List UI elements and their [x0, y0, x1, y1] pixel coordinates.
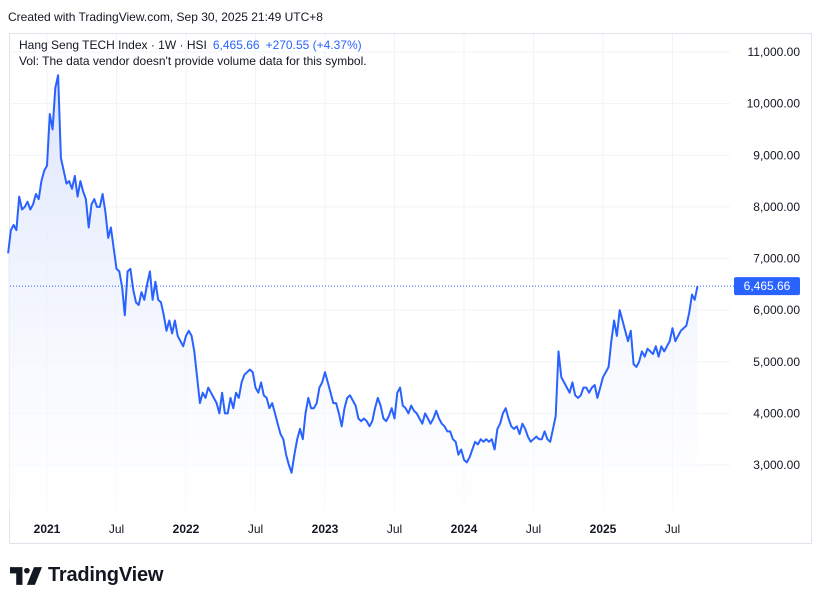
y-tick-label: 11,000.00: [748, 45, 801, 59]
legend-last-value: 6,465.66: [212, 38, 260, 52]
last-price-badge-bg: [734, 277, 800, 296]
x-tick-label: 2021: [34, 522, 61, 536]
x-tick-label: 2024: [451, 522, 478, 536]
x-tick-label: Jul: [387, 522, 402, 536]
y-axis: 3,000.00 4,000.00 5,000.00 6,000.00 7,000.00…: [747, 45, 801, 472]
price-line: [7, 74, 699, 474]
last-price-badge: 6,465.66: [734, 277, 800, 296]
legend-symbol-row: Hang Seng TECH Index · 1W · HSI 6,465.66 +…: [19, 38, 362, 52]
x-tick-label: Jul: [109, 522, 124, 536]
price-area-fill: [8, 75, 698, 510]
y-tick-label: 9,000.00: [753, 148, 800, 162]
y-tick-label: 7,000.00: [753, 252, 800, 266]
legend-symbol: Hang Seng TECH Index · 1W · HSI: [19, 38, 207, 52]
x-tick-label: Jul: [248, 522, 263, 536]
tradingview-logo-icon: [10, 566, 42, 585]
legend-volume-note: Vol: The data vendor doesn't provide vol…: [19, 54, 367, 68]
x-tick-label: Jul: [526, 522, 541, 536]
created-with-header: Created with TradingView.com, Sep 30, 20…: [8, 10, 323, 24]
x-tick-label: 2022: [173, 522, 200, 536]
x-axis: 2021 Jul 2022 Jul 2023 Jul 2024 Jul 2025 Jul: [34, 522, 681, 536]
x-tick-label: 2025: [590, 522, 617, 536]
tradingview-brand[interactable]: TradingView: [10, 564, 163, 587]
last-price-badge-label: 6,465.66: [744, 279, 791, 293]
x-tick-label: Jul: [665, 522, 680, 536]
x-tick-label: 2023: [312, 522, 339, 536]
y-tick-label: 6,000.00: [753, 303, 800, 317]
y-tick-label: 4,000.00: [753, 406, 800, 420]
y-tick-label: 3,000.00: [753, 458, 800, 472]
y-tick-label: 5,000.00: [753, 355, 800, 369]
y-tick-label: 8,000.00: [753, 200, 800, 214]
y-tick-label: 10,000.00: [747, 97, 801, 111]
legend-change: +270.55 (+4.37%): [265, 38, 362, 52]
tradingview-wordmark: TradingView: [48, 564, 164, 586]
